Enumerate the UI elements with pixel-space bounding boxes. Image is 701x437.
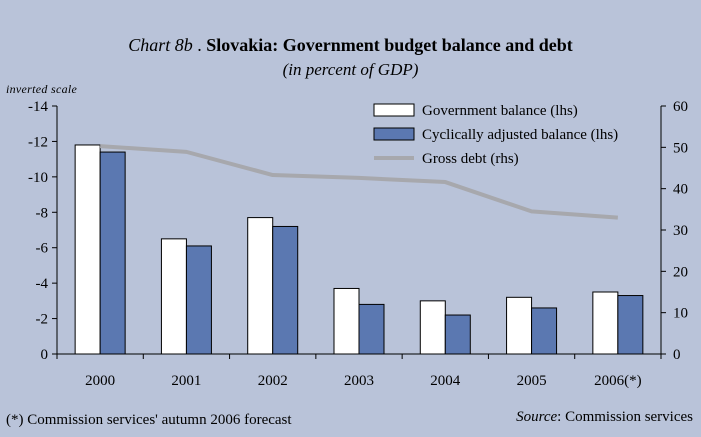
source-text: : Commission services: [557, 409, 693, 425]
chart-subtitle: (in percent of GDP): [282, 60, 419, 79]
left-tick-label: -8: [36, 205, 49, 221]
cyclical-balance-bar: [185, 245, 212, 355]
legend-swatch-cyclical-balance: [373, 127, 415, 141]
govt-balance-bar: [506, 296, 533, 355]
x-tick-label: 2004: [430, 373, 461, 389]
left-tick-label: -12: [28, 134, 48, 150]
govt-balance-bar: [419, 300, 446, 355]
chart-title-text: Slovakia: Government budget balance and …: [206, 35, 573, 55]
legend-label-gross-debt: Gross debt (rhs): [422, 151, 519, 167]
chart-title: Chart 8b . Slovakia: Government budget b…: [128, 35, 573, 55]
cyclical-balance-bar: [444, 314, 471, 355]
x-tick-label: 2006(*): [594, 373, 642, 389]
govt-balance-bar: [160, 238, 187, 355]
chart-label: Chart 8b: [128, 35, 193, 55]
left-tick-label: -14: [28, 99, 48, 115]
right-tick-label: 20: [673, 264, 688, 280]
govt-balance-bar: [74, 144, 101, 355]
x-tick-label: 2003: [344, 373, 374, 389]
cyclical-balance-bar: [99, 151, 126, 355]
right-tick-label: 40: [673, 182, 688, 198]
legend-label-govt-balance: Government balance (lhs): [422, 103, 578, 119]
forecast-footnote: (*) Commission services' autumn 2006 for…: [6, 412, 292, 428]
cyclical-balance-bar: [617, 295, 644, 355]
govt-balance-bar: [592, 291, 619, 355]
x-tick-label: 2000: [85, 373, 115, 389]
source-label: Source: [516, 409, 558, 425]
legend-swatch-govt-balance: [373, 103, 415, 117]
gross-debt-line: [100, 144, 619, 220]
left-tick-label: -6: [36, 241, 49, 257]
cyclical-balance-bar: [531, 307, 558, 355]
left-tick-label: -4: [36, 276, 49, 292]
cyclical-balance-bar: [358, 303, 385, 355]
inverted-scale-note: inverted scale: [6, 82, 78, 96]
govt-balance-bar: [333, 287, 360, 355]
x-tick-label: 2002: [258, 373, 288, 389]
right-tick-label: 0: [673, 347, 681, 363]
left-tick-label: 0: [41, 347, 49, 363]
govt-balance-bar: [247, 217, 274, 355]
right-tick-label: 10: [673, 306, 688, 322]
x-tick-label: 2005: [517, 373, 547, 389]
cyclical-balance-bar: [272, 225, 299, 355]
right-tick-label: 60: [673, 99, 688, 115]
left-tick-label: -10: [28, 170, 48, 186]
right-tick-label: 30: [673, 223, 688, 239]
right-tick-label: 50: [673, 140, 688, 156]
left-tick-label: -2: [36, 312, 49, 328]
x-tick-label: 2001: [171, 373, 201, 389]
source-note: Source: Commission services: [516, 409, 693, 426]
legend-label-cyclical-balance: Cyclically adjusted balance (lhs): [422, 127, 618, 143]
